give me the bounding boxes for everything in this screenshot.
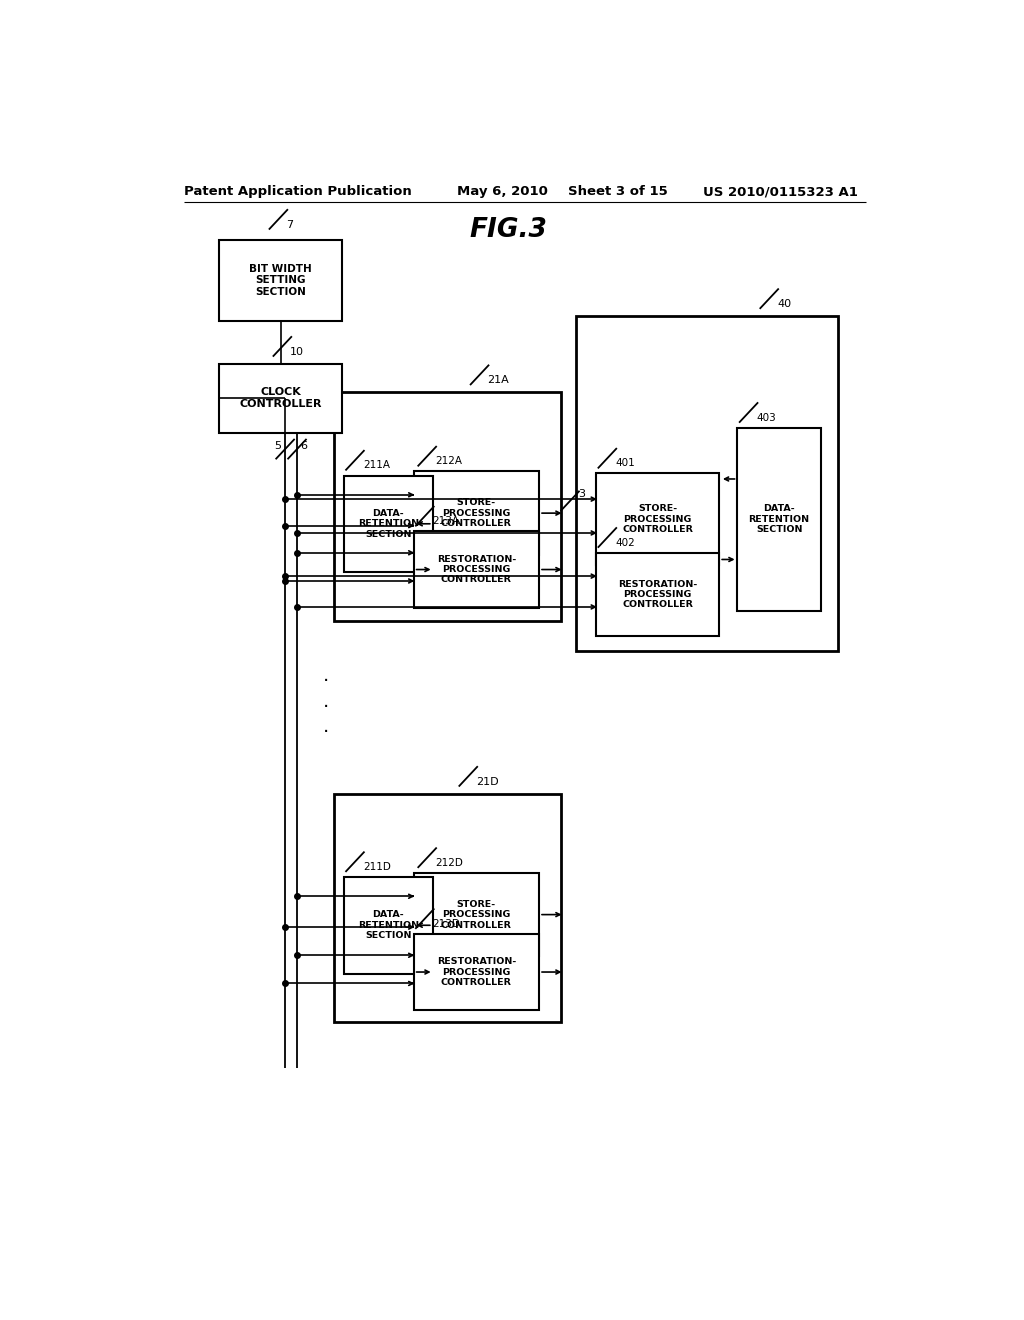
Text: 3: 3 (578, 488, 585, 499)
Text: RESTORATION-
PROCESSING
CONTROLLER: RESTORATION- PROCESSING CONTROLLER (618, 579, 697, 610)
Text: 213A: 213A (433, 516, 460, 527)
Text: 5: 5 (274, 441, 282, 451)
Text: ·: · (324, 723, 330, 742)
Bar (219, 364, 342, 433)
Bar (219, 240, 342, 321)
Text: STORE-
PROCESSING
CONTROLLER: STORE- PROCESSING CONTROLLER (441, 498, 512, 528)
Text: FIG.3: FIG.3 (469, 216, 547, 243)
Bar (414, 873, 539, 956)
Text: STORE-
PROCESSING
CONTROLLER: STORE- PROCESSING CONTROLLER (441, 900, 512, 929)
Text: 40: 40 (777, 298, 792, 309)
Text: 21D: 21D (476, 776, 499, 787)
Bar (334, 793, 560, 1022)
Text: DATA-
RETENTION
SECTION: DATA- RETENTION SECTION (357, 510, 419, 539)
Text: RESTORATION-
PROCESSING
CONTROLLER: RESTORATION- PROCESSING CONTROLLER (437, 554, 516, 585)
Text: 212D: 212D (435, 858, 463, 867)
Bar (577, 315, 839, 651)
Text: 402: 402 (615, 537, 635, 548)
Text: DATA-
RETENTION
SECTION: DATA- RETENTION SECTION (749, 504, 810, 535)
Text: Sheet 3 of 15: Sheet 3 of 15 (568, 185, 669, 198)
Text: 213D: 213D (433, 919, 461, 929)
Text: 212A: 212A (435, 457, 462, 466)
Text: ·: · (324, 698, 330, 717)
Text: ·: · (324, 672, 330, 692)
Bar (344, 475, 433, 572)
Text: DATA-
RETENTION
SECTION: DATA- RETENTION SECTION (357, 911, 419, 940)
Bar (737, 428, 821, 611)
Bar (414, 471, 539, 554)
Bar (414, 935, 539, 1010)
Text: STORE-
PROCESSING
CONTROLLER: STORE- PROCESSING CONTROLLER (623, 504, 693, 535)
Text: 21A: 21A (487, 375, 509, 385)
Text: 211D: 211D (362, 862, 391, 873)
Text: 10: 10 (290, 347, 304, 356)
Text: May 6, 2010: May 6, 2010 (458, 185, 548, 198)
Text: 7: 7 (287, 219, 294, 230)
Text: 401: 401 (615, 458, 635, 469)
Text: 6: 6 (300, 441, 307, 451)
Bar (334, 392, 560, 620)
Text: BIT WIDTH
SETTING
SECTION: BIT WIDTH SETTING SECTION (250, 264, 312, 297)
Bar (344, 876, 433, 974)
Text: Patent Application Publication: Patent Application Publication (183, 185, 412, 198)
Text: CLOCK
CONTROLLER: CLOCK CONTROLLER (240, 388, 322, 409)
Bar (596, 474, 719, 565)
Bar (414, 532, 539, 607)
Text: 403: 403 (757, 413, 776, 422)
Text: 211A: 211A (362, 461, 390, 470)
Text: US 2010/0115323 A1: US 2010/0115323 A1 (703, 185, 858, 198)
Bar (596, 553, 719, 636)
Text: RESTORATION-
PROCESSING
CONTROLLER: RESTORATION- PROCESSING CONTROLLER (437, 957, 516, 987)
